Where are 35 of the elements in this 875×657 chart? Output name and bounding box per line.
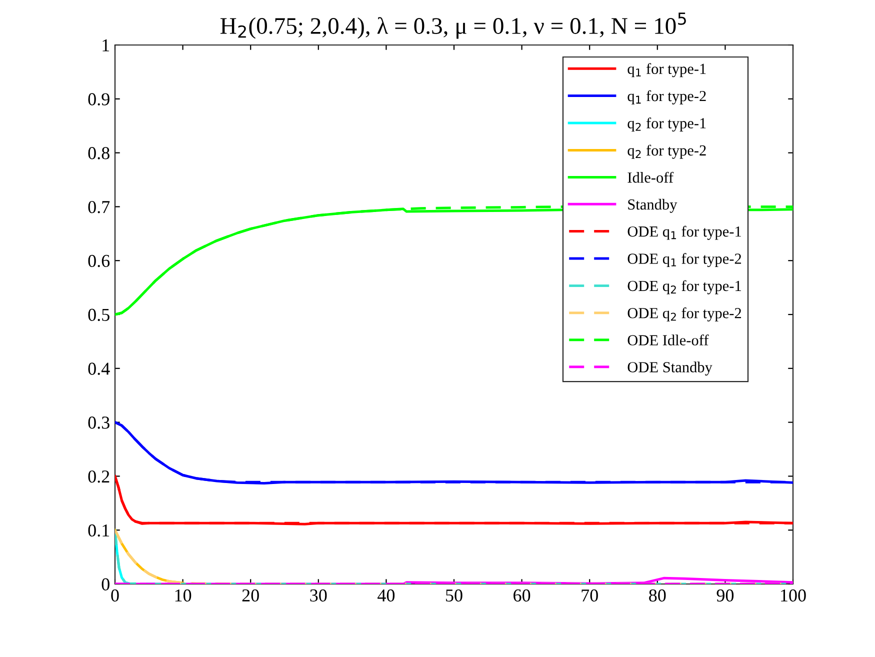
legend-label: Standby: [628, 198, 678, 213]
x-tick-label: 30: [310, 589, 327, 602]
x-tick-label: 40: [378, 589, 395, 602]
x-tick-label: 80: [649, 589, 666, 602]
y-tick-label: 0.9: [88, 93, 110, 106]
y-tick-label: 0.8: [88, 147, 110, 160]
legend-label: q$_{1}$ for type-1: [628, 63, 706, 78]
x-tick-label: 100: [781, 589, 806, 602]
x-tick-label: 10: [175, 589, 192, 602]
y-tick-label: 0.3: [88, 416, 110, 429]
legend-label: ODE q$_{1}$ for type-1: [628, 226, 741, 240]
x-tick-label: 90: [716, 589, 734, 602]
y-tick-label: 0.5: [88, 308, 110, 322]
y-tick-label: 0.6: [88, 254, 110, 268]
y-tick-label: 0.7: [88, 200, 110, 214]
legend-label: ODE Standby: [628, 362, 712, 376]
x-tick-label: 20: [242, 589, 259, 602]
x-tick-label: 50: [446, 589, 462, 602]
x-tick-label: 0: [111, 589, 119, 602]
y-tick-label: 1: [102, 39, 110, 52]
legend-label: q$_{2}$ for type-1: [628, 118, 706, 132]
y-tick-label: 0.1: [88, 524, 110, 537]
legend-label: ODE q$_{2}$ for type-1: [628, 280, 741, 294]
y-tick-label: 0.4: [88, 362, 110, 375]
legend-label: q$_{2}$ for type-2: [628, 144, 706, 159]
x-tick-label: 70: [582, 589, 598, 602]
y-tick-label: 0.2: [88, 470, 110, 483]
legend-label: ODE Idle-off: [628, 334, 709, 346]
legend-label: Idle-off: [628, 172, 674, 183]
y-tick-label: 0: [102, 578, 110, 590]
legend-label: ODE q$_{2}$ for type-2: [628, 307, 742, 322]
legend-label: q$_{1}$ for type-2: [628, 90, 706, 104]
legend-label: ODE q$_{1}$ for type-2: [628, 252, 742, 268]
chart-title: H$_{2}$(0.75; 2,0.4), λ = 0.3, μ = 0.1, ν = 0.1, N = 10$^{5}$: [220, 12, 686, 39]
x-tick-label: 60: [514, 589, 530, 602]
